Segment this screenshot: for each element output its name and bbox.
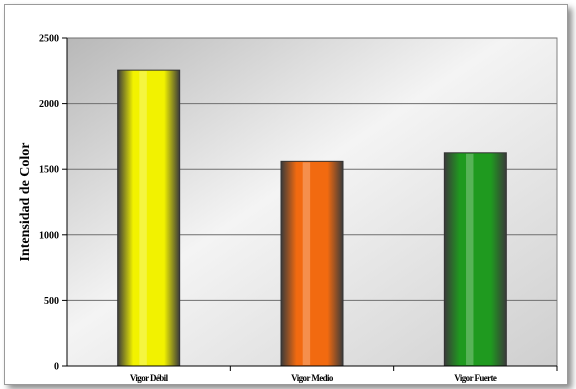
y-axis-title: Intensidad de Color [18,142,33,261]
y-tick-label: 500 [44,296,59,307]
y-tick-label: 2500 [39,34,59,45]
bar [280,160,344,367]
bar-highlight [139,71,147,366]
x-tick-label: Vigor Débil [130,373,169,383]
y-tick-label: 0 [54,362,59,373]
y-tick-label: 2000 [39,99,59,110]
bar [117,69,181,367]
y-tick-label: 1500 [39,165,59,176]
x-tick-label: Vigor Fuerte [454,373,497,383]
y-tick-label: 1000 [39,230,59,241]
x-tick-label: Vigor Medio [291,373,334,383]
bar-highlight [466,153,474,365]
chart-frame: 0 500 1000 1500 2000 2500 Vigor Débil Vigor Med… [4,4,568,385]
axes: 0 500 1000 1500 2000 2500 Vigor Débil Vigor Med… [39,34,558,383]
bar [443,152,507,367]
bar-chart: 0 500 1000 1500 2000 2500 Vigor Débil Vigor Med… [18,34,558,383]
bar-highlight [302,162,311,365]
